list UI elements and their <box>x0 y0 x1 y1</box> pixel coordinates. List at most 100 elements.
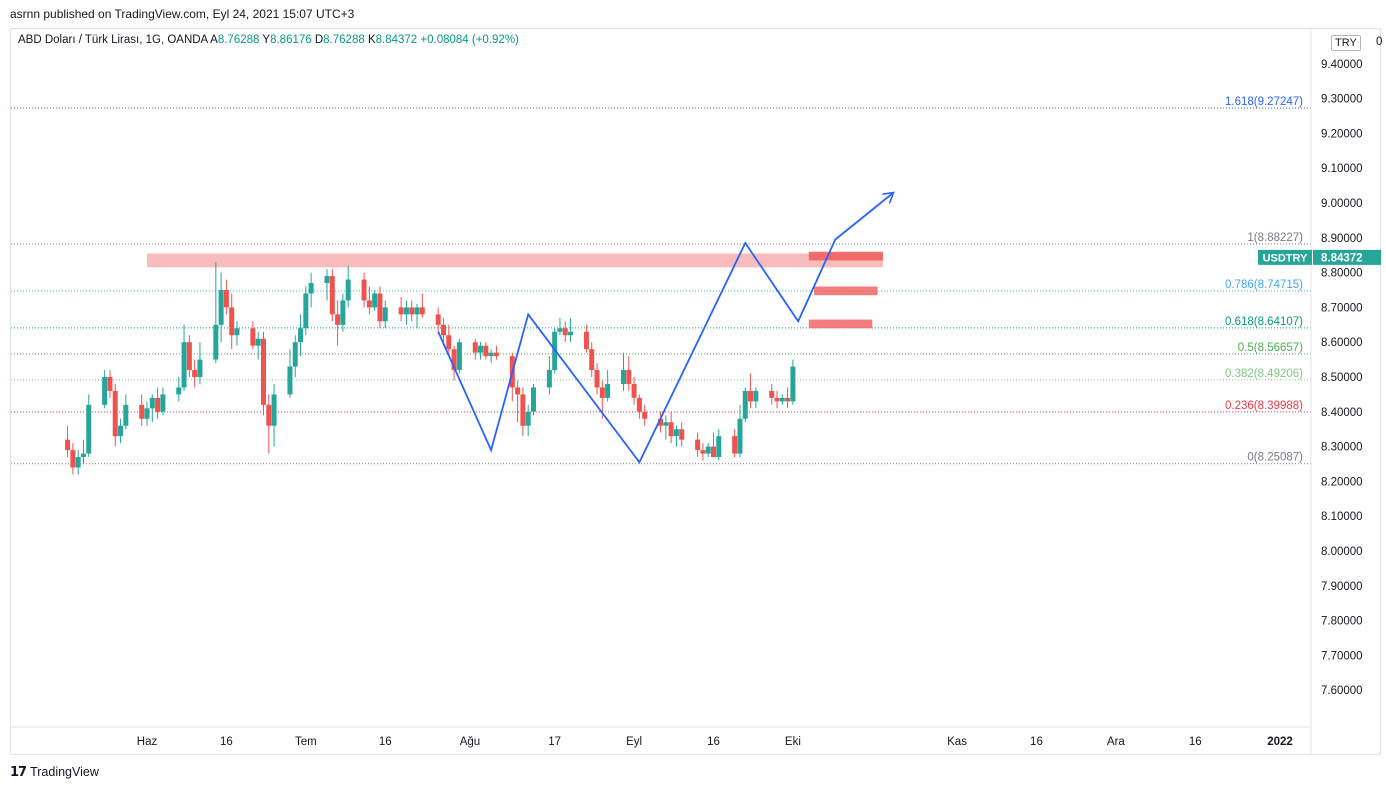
price-tick-label: 9.20000 <box>1321 128 1363 140</box>
target-zone-2 <box>814 286 878 296</box>
close-label: K <box>367 34 376 46</box>
candle-body <box>695 439 701 451</box>
candle-body <box>605 383 611 398</box>
footer-brand[interactable]: 𝟭𝟳 TradingView <box>10 764 99 780</box>
candles-layer <box>65 262 796 475</box>
candle-body <box>372 293 378 308</box>
time-tick-label: 16 <box>220 736 233 748</box>
candle-body <box>626 370 632 384</box>
symbol-legend: ABD Doları / Türk Lirası, 1G, OANDA A8.7… <box>18 34 519 46</box>
fib-level-label: 0(8.25087) <box>1247 452 1303 464</box>
price-tick-label-clipped: 0 <box>1376 36 1382 48</box>
candle-body <box>700 450 706 454</box>
price-tick-label: 7.60000 <box>1321 685 1363 697</box>
candle-body <box>790 366 796 402</box>
candle-body <box>80 453 86 458</box>
high-value: 8.86176 <box>270 34 312 46</box>
price-tick-label: 9.00000 <box>1321 198 1363 210</box>
candle-body <box>668 422 674 437</box>
candle-body <box>65 439 71 451</box>
candle-body <box>160 394 166 412</box>
time-tick-label: Ağu <box>460 736 480 748</box>
candle-body <box>287 366 293 395</box>
chart-frame <box>10 28 1381 755</box>
price-tick-label: 8.20000 <box>1321 476 1363 488</box>
candle-body <box>250 328 256 346</box>
price-tick-label: 8.10000 <box>1321 511 1363 523</box>
price-tick-label: 8.00000 <box>1321 546 1363 558</box>
price-tick-label: 7.80000 <box>1321 616 1363 628</box>
fib-level-label: 0.382(8.49206) <box>1225 368 1303 380</box>
candle-body <box>488 352 494 357</box>
candle-body <box>546 370 552 388</box>
candle-body <box>774 397 780 402</box>
currency-badge[interactable]: TRY <box>1331 35 1361 51</box>
time-tick-label: Tem <box>295 736 317 748</box>
zones-layer <box>147 251 883 329</box>
candle-body <box>419 307 425 315</box>
price-tick-label: 8.60000 <box>1321 337 1363 349</box>
time-tick-label: Eyl <box>626 736 642 748</box>
footer-brand-name: TradingView <box>30 765 99 779</box>
symbol-tag-bg <box>1258 249 1312 265</box>
candle-body <box>213 324 219 360</box>
candle-body <box>271 394 277 426</box>
candle-body <box>144 408 150 419</box>
fib-level-label: 1.618(9.27247) <box>1225 96 1303 108</box>
time-tick-label: Eki <box>785 736 801 748</box>
price-tick-label: 7.90000 <box>1321 581 1363 593</box>
price-tick-label: 8.90000 <box>1321 233 1363 245</box>
candle-body <box>636 397 642 412</box>
target-zone-3 <box>808 319 873 329</box>
candle-body <box>525 411 531 426</box>
pattern-line <box>437 193 893 465</box>
open-label: A <box>210 34 218 46</box>
high-label: Y <box>262 34 271 46</box>
candle-body <box>520 394 526 426</box>
price-tick-label: 9.10000 <box>1321 163 1363 175</box>
low-label: D <box>314 34 324 46</box>
candle-body <box>785 397 791 402</box>
resistance-zone <box>147 253 883 268</box>
candle-body <box>493 352 499 357</box>
candle-body <box>181 342 187 388</box>
candle-body <box>753 390 759 402</box>
candle-body <box>107 377 113 391</box>
candle-body <box>594 370 600 388</box>
candle-body <box>112 390 118 437</box>
fib-level-label: 1(8.88227) <box>1247 232 1303 244</box>
candle-body <box>218 290 224 325</box>
price-tick-label: 8.50000 <box>1321 372 1363 384</box>
candle-body <box>155 397 161 412</box>
fib-level-label: 0.786(8.74715) <box>1225 279 1303 291</box>
candle-body <box>118 425 124 437</box>
candle-body <box>435 314 441 325</box>
candle-body <box>255 338 261 346</box>
price-tag-label: 8.84372 <box>1321 252 1363 264</box>
candle-body <box>229 307 235 336</box>
publisher-attribution: asrnn published on TradingView.com, Eyl … <box>10 7 355 21</box>
candle-body <box>562 328 568 336</box>
candle-body <box>673 429 679 437</box>
candle-body <box>292 342 298 367</box>
price-axis-layer: 9.40000 9.30000 9.20000 9.10000 9.00000 8.900… <box>1258 29 1382 755</box>
candle-body <box>149 397 155 409</box>
open-value: 8.76288 <box>217 34 260 46</box>
time-tick-label: Haz <box>137 736 158 748</box>
candle-body <box>568 331 574 336</box>
time-tick-label: 16 <box>1189 736 1202 748</box>
candle-body <box>478 345 484 353</box>
price-tag-bg <box>1313 249 1381 265</box>
candle-body <box>716 436 722 458</box>
candle-body <box>329 276 335 315</box>
candle-body <box>583 331 589 350</box>
candle-body <box>557 328 563 332</box>
candle-body <box>663 422 669 426</box>
candle-body <box>340 300 346 325</box>
candle-body <box>456 342 462 371</box>
fib-level-label: 0.618(8.64107) <box>1225 316 1303 328</box>
candle-body <box>377 293 383 322</box>
candle-body <box>589 349 595 371</box>
candle-body <box>361 279 367 301</box>
